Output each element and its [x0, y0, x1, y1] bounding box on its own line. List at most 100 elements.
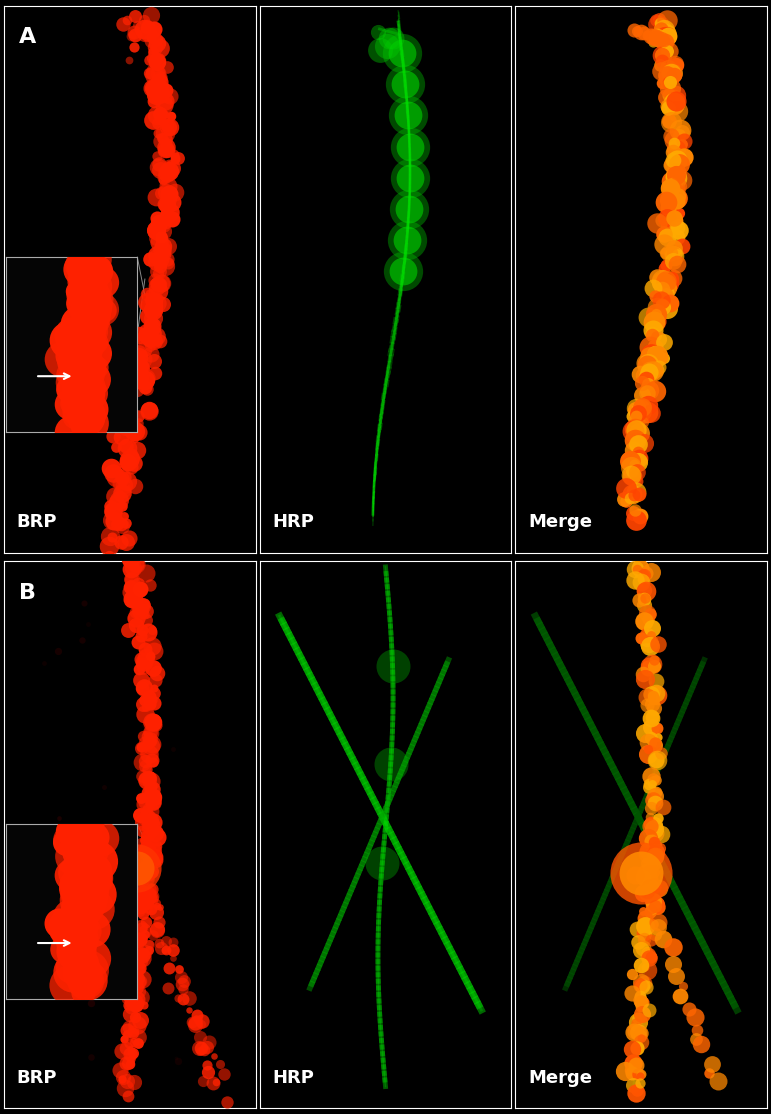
Point — [636, 1005, 648, 1023]
Point — [133, 918, 146, 936]
Point — [153, 155, 165, 173]
Point — [99, 948, 111, 966]
Point — [141, 827, 153, 844]
Point — [635, 973, 647, 990]
Point — [147, 814, 160, 832]
Point — [158, 195, 170, 213]
Point — [645, 799, 657, 817]
Point — [120, 388, 132, 405]
Point — [649, 847, 662, 864]
Point — [131, 859, 143, 877]
Point — [129, 994, 141, 1012]
Point — [141, 18, 153, 36]
Point — [625, 458, 638, 476]
Point — [628, 466, 640, 483]
Point — [665, 194, 678, 212]
Point — [703, 1064, 715, 1082]
Point — [140, 895, 153, 912]
Point — [134, 930, 146, 948]
Point — [129, 477, 141, 495]
Point — [163, 156, 175, 174]
Point — [126, 423, 139, 441]
Point — [641, 604, 653, 622]
Point — [668, 152, 680, 169]
Point — [664, 294, 676, 312]
Point — [126, 1022, 139, 1039]
Point — [143, 866, 155, 883]
Point — [113, 512, 125, 530]
Point — [655, 290, 667, 307]
Point — [147, 659, 160, 677]
Point — [146, 753, 159, 771]
Point — [122, 985, 134, 1003]
Point — [650, 305, 662, 323]
Point — [137, 659, 150, 677]
Point — [112, 463, 124, 481]
Point — [668, 131, 681, 149]
Point — [648, 788, 661, 805]
Point — [136, 920, 149, 938]
Point — [142, 734, 154, 752]
Point — [152, 63, 164, 81]
Point — [648, 859, 660, 877]
Point — [655, 16, 668, 33]
Point — [135, 988, 147, 1006]
Point — [645, 931, 657, 949]
Point — [643, 878, 655, 896]
Point — [633, 485, 645, 502]
Point — [138, 895, 150, 912]
Point — [137, 870, 150, 888]
Point — [667, 270, 679, 287]
Point — [149, 824, 161, 842]
Point — [150, 902, 162, 920]
Point — [141, 786, 153, 804]
Point — [167, 949, 180, 967]
Text: Merge: Merge — [528, 1068, 592, 1086]
Point — [635, 864, 648, 882]
Point — [116, 485, 128, 502]
Point — [189, 1014, 201, 1032]
Point — [134, 936, 146, 954]
Point — [143, 885, 155, 902]
Point — [140, 648, 153, 666]
Point — [165, 211, 177, 228]
Point — [189, 1016, 201, 1034]
Point — [635, 977, 648, 995]
Point — [655, 62, 668, 80]
Point — [143, 402, 155, 420]
Point — [146, 751, 159, 769]
Point — [146, 790, 159, 808]
Point — [149, 290, 161, 307]
Point — [106, 511, 118, 529]
Point — [649, 672, 662, 690]
Point — [143, 745, 155, 763]
Point — [136, 753, 149, 771]
Point — [159, 91, 171, 109]
Point — [651, 214, 663, 232]
Point — [672, 167, 684, 185]
Point — [143, 770, 155, 788]
Point — [385, 755, 397, 773]
Point — [183, 989, 195, 1007]
Point — [658, 225, 670, 243]
Point — [383, 29, 396, 47]
Point — [137, 996, 150, 1014]
Point — [207, 1075, 219, 1093]
Point — [651, 636, 664, 654]
Point — [144, 850, 157, 868]
Point — [146, 880, 158, 898]
Point — [126, 993, 139, 1010]
Point — [130, 616, 142, 634]
Point — [668, 96, 681, 114]
Point — [665, 95, 678, 113]
Point — [645, 832, 657, 850]
Point — [115, 429, 127, 447]
Point — [630, 511, 642, 529]
Point — [629, 560, 641, 578]
Point — [663, 113, 675, 130]
Point — [649, 842, 662, 860]
Point — [130, 556, 142, 574]
Point — [673, 126, 685, 144]
Point — [136, 597, 148, 615]
Point — [633, 1075, 645, 1093]
